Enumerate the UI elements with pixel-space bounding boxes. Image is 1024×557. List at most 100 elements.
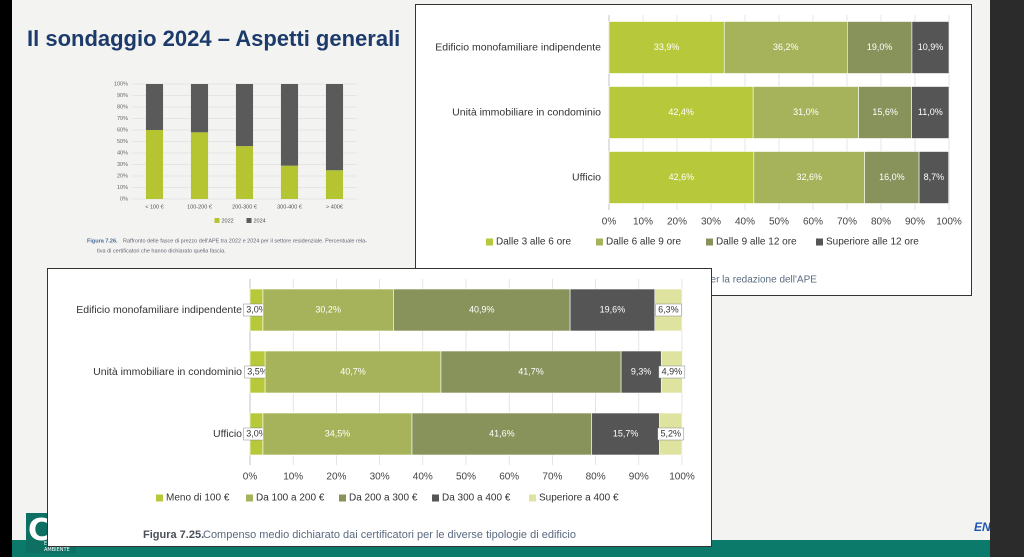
legend-swatch [246, 494, 253, 502]
bar-segment [325, 170, 344, 199]
data-label: 8,7% [924, 172, 945, 182]
enea-logo: ENEA [974, 520, 990, 534]
legend-swatch [156, 494, 163, 502]
legend-swatch [529, 494, 536, 502]
bar-segment [280, 165, 299, 199]
x-tick-label: 80% [586, 472, 606, 483]
data-label: 32,6% [796, 172, 822, 182]
bar-segment [262, 412, 413, 456]
figure-caption-text: tiva di certificatori che hanno dichiara… [97, 248, 226, 254]
data-label: 4,9% [662, 366, 683, 376]
data-label-box [658, 365, 686, 379]
data-label: 3,0% [246, 304, 267, 314]
data-label: 19,6% [600, 304, 626, 314]
chart-fig-7-26: 0% 10% 20% 30% 40% 50% 60% 70% 80% 90% 100% < 100 €… [87, 81, 367, 254]
y-tick-label: 60% [117, 127, 128, 133]
x-tick-label: 0% [243, 472, 258, 483]
x-tick-label: 40% [413, 472, 433, 483]
legend-label: Meno di 100 € [166, 493, 230, 504]
legend-label: 2024 [254, 218, 266, 224]
data-label: 36,2% [773, 42, 799, 52]
legend-label: Dalle 9 alle 12 ore [716, 237, 797, 248]
category-label: Unità immobiliare in condominio [452, 106, 601, 118]
x-tick-label: 70% [542, 472, 562, 483]
bar-segment [911, 86, 950, 139]
x-tick-label: 200-300 € [232, 204, 257, 210]
x-tick-label: 10% [283, 472, 303, 483]
x-tick-label: < 100 € [145, 204, 164, 210]
y-tick-label: 40% [117, 150, 128, 156]
y-tick-label: 30% [117, 162, 128, 168]
data-label: 41,6% [489, 428, 515, 438]
bar-segment [753, 151, 865, 204]
x-tick-label: 20% [326, 472, 346, 483]
bar-segment [752, 86, 859, 139]
x-tick-label: 70% [837, 217, 857, 228]
x-tick-label: 10% [633, 217, 653, 228]
data-label: 42,6% [669, 172, 695, 182]
legend-swatch [706, 238, 713, 246]
bar-segment [145, 84, 164, 130]
x-tick-label: 30% [370, 472, 390, 483]
bar-segment [262, 288, 394, 332]
figure-caption-label: Figura 7.25. [143, 529, 204, 541]
data-label: 30,2% [315, 304, 341, 314]
bar-segment [190, 132, 209, 199]
legend-swatch [432, 494, 439, 502]
x-tick-label: 100% [669, 472, 695, 483]
bar-segment [608, 86, 754, 139]
bar-segment [145, 130, 164, 199]
legend-swatch [816, 238, 823, 246]
data-label: 40,9% [469, 304, 495, 314]
data-label: 9,3% [631, 366, 652, 376]
data-label: 11,0% [918, 107, 943, 117]
legend-swatch [486, 238, 493, 246]
y-tick-label: 100% [114, 81, 128, 87]
bar-segment [620, 350, 662, 394]
y-tick-label: 10% [117, 185, 128, 191]
bar-segment [608, 151, 755, 204]
bar-segment [190, 84, 209, 133]
data-label: 33,9% [654, 42, 680, 52]
figure-caption-label: Figura 7.26. [87, 238, 118, 244]
x-tick-label: 100% [936, 217, 962, 228]
x-tick-label: 50% [769, 217, 789, 228]
legend-label: Superiore a 400 € [539, 493, 619, 504]
bar-segment [591, 412, 660, 456]
bar-segment [280, 84, 299, 166]
bar-segment [864, 151, 920, 204]
category-label: Unità immobiliare in condominio [93, 366, 242, 378]
data-label-box [657, 427, 685, 441]
data-label: 41,7% [518, 366, 544, 376]
legend-swatch [246, 218, 252, 223]
bar-segment [858, 86, 912, 139]
bar-segment [440, 350, 622, 394]
x-tick-label: 90% [905, 217, 925, 228]
bar-segment [608, 21, 725, 74]
category-label: Edificio monofamiliare indipendente [435, 41, 601, 53]
legend-swatch [214, 218, 220, 223]
data-label: 16,0% [879, 172, 905, 182]
y-tick-label: 70% [117, 116, 128, 122]
bar-segment [911, 21, 950, 74]
bar-segment [569, 288, 656, 332]
bar-segment [411, 412, 593, 456]
bar-segment [847, 21, 913, 74]
legend-label: Dalle 6 alle 9 ore [606, 237, 681, 248]
category-label: Ufficio [213, 428, 242, 440]
slide-title: Il sondaggio 2024 – Aspetti generali [27, 26, 401, 51]
y-tick-label: 50% [117, 139, 128, 145]
data-label: 42,4% [668, 107, 694, 117]
panel-fig-7-24: 0% 10% 20% 30% 40% 50% 60% 70% 80% 90% 100% 33,9% 36… [415, 4, 972, 296]
data-label-box [655, 303, 682, 317]
data-label: 31,0% [793, 107, 819, 117]
x-tick-label: 300-400 € [277, 204, 302, 210]
chart-fig-7-24: 0% 10% 20% 30% 40% 50% 60% 70% 80% 90% 100% 33,9% 36… [435, 15, 962, 286]
x-tick-label: 80% [871, 217, 891, 228]
x-tick-label: 0% [602, 217, 617, 228]
y-tick-label: 20% [117, 173, 128, 179]
panel-fig-7-25: 0% 10% 20% 30% 40% 50% 60% 70% 80% 90% 100% 3,0% 30,… [47, 268, 712, 547]
y-tick-label: 90% [117, 93, 128, 99]
data-label: 6,3% [658, 304, 679, 314]
data-label: 15,6% [872, 107, 898, 117]
